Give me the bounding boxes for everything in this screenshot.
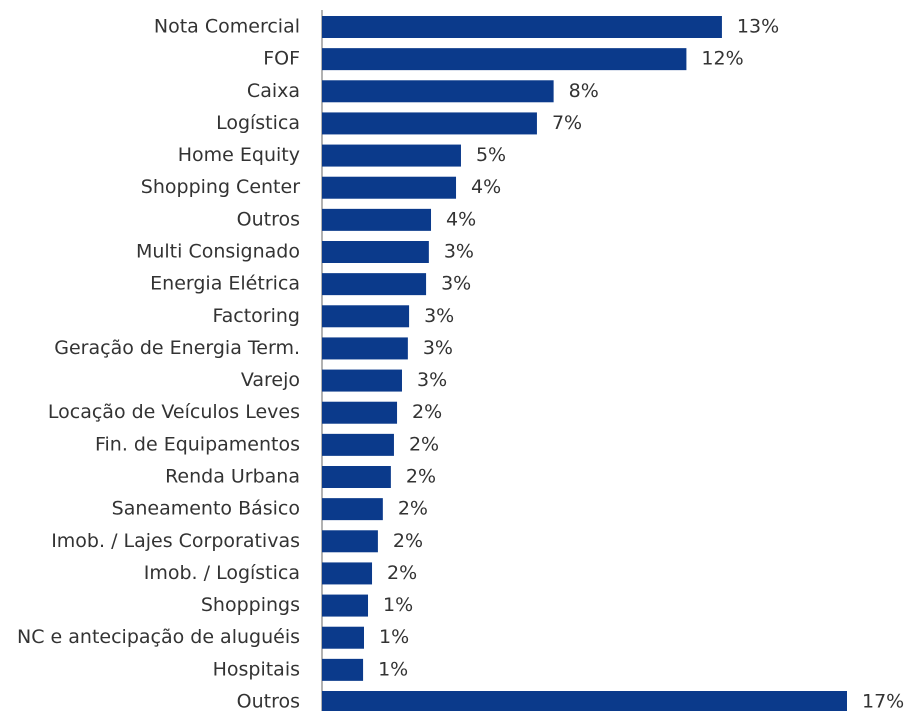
bar	[322, 401, 398, 424]
bar	[322, 337, 408, 360]
value-label: 1%	[378, 658, 408, 680]
bar	[322, 208, 432, 231]
category-label: Energia Elétrica	[150, 273, 300, 295]
value-label: 3%	[423, 337, 453, 359]
category-label: Fin. de Equipamentos	[95, 433, 300, 455]
category-label: Outros	[237, 208, 300, 230]
bar	[322, 658, 364, 681]
bar	[322, 626, 364, 649]
bar	[322, 369, 402, 392]
category-label: Locação de Veículos Leves	[48, 401, 300, 423]
bar	[322, 530, 378, 553]
category-label: Saneamento Básico	[112, 498, 300, 520]
category-label: Hospitais	[213, 658, 300, 680]
value-label: 17%	[862, 691, 904, 711]
value-label: 8%	[569, 80, 599, 102]
category-label: Factoring	[212, 305, 300, 327]
value-label: 13%	[737, 16, 779, 38]
value-label: 3%	[444, 241, 474, 263]
value-label: 7%	[552, 112, 582, 134]
value-label: 3%	[424, 305, 454, 327]
category-label: Shoppings	[201, 594, 300, 616]
category-label: Varejo	[241, 369, 300, 391]
value-label: 3%	[417, 369, 447, 391]
bar	[322, 433, 394, 456]
bar	[322, 144, 461, 167]
value-label: 4%	[446, 208, 476, 230]
category-label: Outros	[237, 691, 300, 711]
value-label: 2%	[406, 466, 436, 488]
bar	[322, 305, 410, 328]
value-label: 4%	[471, 176, 501, 198]
value-label: 2%	[393, 530, 423, 552]
category-label: Shopping Center	[141, 176, 300, 198]
bar	[322, 562, 373, 585]
value-label: 2%	[398, 498, 428, 520]
category-label: Imob. / Logística	[144, 562, 300, 584]
category-label: Home Equity	[178, 144, 300, 166]
category-label: Geração de Energia Term.	[54, 337, 300, 359]
bar	[322, 498, 383, 521]
value-label: 2%	[387, 562, 417, 584]
bar	[322, 691, 847, 711]
category-label: Imob. / Lajes Corporativas	[51, 530, 300, 552]
value-label: 2%	[409, 433, 439, 455]
category-label: FOF	[263, 48, 300, 70]
bar	[322, 594, 369, 617]
value-label: 1%	[379, 626, 409, 648]
value-label: 2%	[412, 401, 442, 423]
value-label: 12%	[701, 48, 743, 70]
bar	[322, 241, 429, 263]
category-label: Renda Urbana	[165, 466, 300, 488]
value-label: 5%	[476, 144, 506, 166]
category-label: Caixa	[247, 80, 300, 102]
bar	[322, 273, 427, 296]
category-label: NC e antecipação de aluguéis	[17, 626, 300, 648]
bar	[322, 112, 537, 135]
category-label: Logística	[216, 112, 300, 134]
bar	[322, 80, 554, 103]
bar	[322, 16, 722, 38]
category-label: Multi Consignado	[136, 241, 300, 263]
bar	[322, 48, 687, 71]
bar	[322, 466, 391, 488]
value-label: 1%	[383, 594, 413, 616]
bar	[322, 176, 457, 199]
category-label: Nota Comercial	[154, 16, 300, 38]
value-label: 3%	[441, 273, 471, 295]
